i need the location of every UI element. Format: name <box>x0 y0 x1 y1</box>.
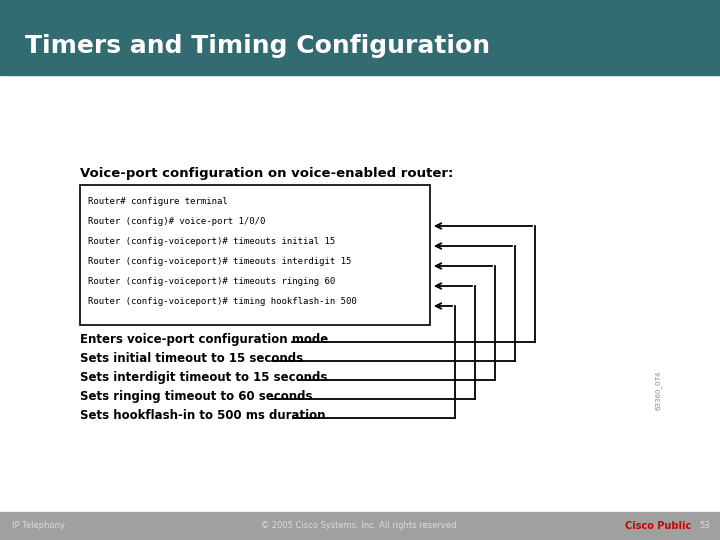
Text: Router (config-voiceport)# timeouts initial 15: Router (config-voiceport)# timeouts init… <box>88 237 336 246</box>
Bar <box>0 512 720 540</box>
Text: Sets ringing timeout to 60 seconds: Sets ringing timeout to 60 seconds <box>80 390 312 403</box>
Text: Router (config)# voice-port 1/0/0: Router (config)# voice-port 1/0/0 <box>88 217 266 226</box>
Text: Router# configure terminal: Router# configure terminal <box>88 197 228 206</box>
Text: Router (config-voiceport)# timeouts ringing 60: Router (config-voiceport)# timeouts ring… <box>88 277 336 286</box>
Text: Timers and Timing Configuration: Timers and Timing Configuration <box>25 35 490 58</box>
Text: 53: 53 <box>699 522 710 530</box>
Text: Router (config-voiceport)# timing hookflash-in 500: Router (config-voiceport)# timing hookfl… <box>88 297 356 306</box>
Text: Cisco Public: Cisco Public <box>625 521 691 531</box>
Bar <box>80 185 430 325</box>
Text: Sets interdigit timeout to 15 seconds: Sets interdigit timeout to 15 seconds <box>80 371 328 384</box>
Text: Sets hookflash-in to 500 ms duration: Sets hookflash-in to 500 ms duration <box>80 409 325 422</box>
Text: © 2005 Cisco Systems, Inc. All rights reserved.: © 2005 Cisco Systems, Inc. All rights re… <box>261 522 459 530</box>
Text: Enters voice-port configuration mode: Enters voice-port configuration mode <box>80 333 328 346</box>
Text: Voice-port configuration on voice-enabled router:: Voice-port configuration on voice-enable… <box>80 167 454 180</box>
Text: IP Telephony: IP Telephony <box>12 522 65 530</box>
Text: Router (config-voiceport)# timeouts interdigit 15: Router (config-voiceport)# timeouts inte… <box>88 257 351 266</box>
Bar <box>0 0 720 75</box>
Text: 63360_074: 63360_074 <box>654 370 662 410</box>
Text: Sets initial timeout to 15 seconds: Sets initial timeout to 15 seconds <box>80 352 303 365</box>
